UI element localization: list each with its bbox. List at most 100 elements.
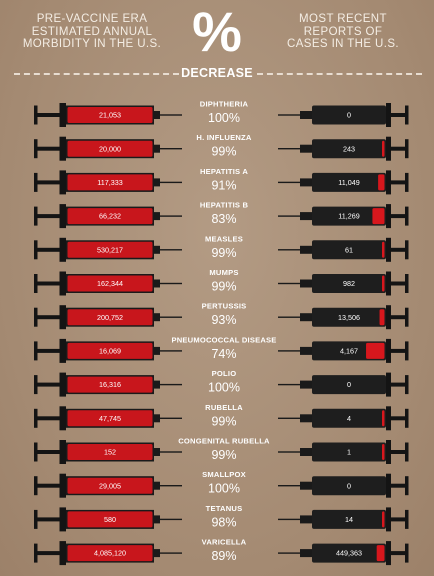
plunger-rod — [37, 416, 60, 421]
plunger-thumb — [405, 375, 409, 395]
barrel-flange — [59, 170, 66, 195]
plunger-thumb — [405, 105, 409, 125]
plunger-rod — [37, 315, 60, 320]
disease-name: PNEUMOCOCCAL DISEASE — [171, 335, 276, 344]
plunger-rod — [37, 483, 60, 488]
plunger-thumb — [405, 476, 409, 496]
plunger-thumb — [405, 274, 409, 293]
disease-name: CONGENITAL RUBELLA — [178, 437, 270, 446]
decrease-percent: 74% — [211, 347, 236, 361]
disease-row: 580 TETANUS 98% 14 — [34, 504, 409, 532]
needle-hub — [154, 414, 160, 423]
needle — [160, 215, 182, 217]
disease-name: MUMPS — [209, 268, 238, 277]
pre-vaccine-value: 20,000 — [99, 144, 121, 153]
disease-row: 47,745 RUBELLA 99% 4 — [34, 403, 409, 431]
plunger-rod — [37, 450, 60, 454]
needle — [160, 350, 182, 352]
needle-hub — [300, 448, 312, 456]
plunger-rod — [391, 517, 405, 522]
barrel-fill — [378, 174, 385, 191]
needle-hub — [154, 549, 160, 558]
plunger-thumb — [34, 307, 38, 327]
barrel-fill — [67, 376, 153, 393]
barrel-shell — [312, 139, 386, 159]
needle-hub — [300, 178, 312, 187]
barrel-shell — [312, 274, 386, 293]
disease-row: 20,000 H. INFLUENZA 99% 243 — [34, 133, 409, 161]
plunger-rod — [391, 247, 405, 252]
barrel-fill — [67, 107, 153, 123]
recent-cases-value: 11,269 — [338, 212, 359, 221]
plunger-rod — [391, 416, 405, 421]
barrel-flange — [59, 305, 66, 330]
decrease-percent: 99% — [211, 414, 236, 428]
disease-name: HEPATITIS B — [200, 201, 249, 210]
barrel-flange — [59, 204, 66, 229]
barrel-shell — [312, 307, 386, 327]
barrel-fill — [67, 342, 153, 359]
barrel-flange — [386, 204, 391, 229]
needle — [278, 485, 300, 487]
plunger-thumb — [34, 375, 38, 395]
barrel-fill — [382, 140, 385, 157]
barrel-fill — [67, 444, 153, 460]
plunger-rod — [391, 281, 405, 286]
plunger-thumb — [34, 105, 38, 125]
disease-name: DIPHTHERIA — [200, 100, 249, 109]
needle — [160, 181, 182, 184]
barrel-flange — [59, 473, 66, 498]
plunger-thumb — [34, 543, 38, 563]
barrel-flange — [386, 372, 391, 397]
disease-row: 16,069 PNEUMOCOCCAL DISEASE 74% 4,167 — [34, 335, 409, 363]
disease-name: RUBELLA — [205, 403, 243, 412]
recent-cases-value: 11,049 — [338, 178, 359, 187]
plunger-rod — [391, 315, 405, 320]
needle-hub — [300, 380, 312, 389]
barrel-flange — [386, 271, 391, 296]
barrel-flange — [386, 473, 391, 498]
needle — [278, 350, 300, 352]
plunger-rod — [391, 146, 405, 151]
barrel-fill — [67, 545, 153, 562]
needle — [278, 114, 300, 116]
barrel-fill — [67, 511, 153, 528]
needle-hub — [154, 515, 160, 524]
needle — [160, 451, 182, 453]
needle-hub — [154, 346, 160, 355]
plunger-thumb — [405, 139, 409, 159]
recent-cases-value: 1 — [347, 448, 351, 457]
needle-hub — [300, 313, 312, 322]
plunger-rod — [391, 348, 405, 353]
needle-hub — [300, 414, 312, 423]
needle — [278, 316, 300, 318]
needle-hub — [154, 212, 160, 221]
needle-hub — [154, 313, 160, 322]
plunger-thumb — [34, 240, 38, 260]
barrel-fill — [382, 275, 385, 292]
barrel-fill — [67, 140, 153, 157]
pre-vaccine-value: 162,344 — [97, 279, 123, 288]
needle — [160, 518, 182, 521]
barrel-flange — [59, 237, 66, 262]
disease-row: 4,085,120 VARICELLA 89% 449,363 — [34, 538, 409, 566]
barrel-shell — [312, 509, 386, 529]
plunger-thumb — [405, 408, 409, 428]
barrel-fill — [67, 241, 153, 258]
needle-hub — [154, 380, 160, 389]
plunger-thumb — [34, 476, 38, 496]
plunger-rod — [391, 551, 405, 556]
needle-hub — [300, 346, 312, 355]
barrel-flange — [386, 541, 391, 566]
pre-vaccine-value: 200,752 — [97, 313, 123, 322]
plunger-rod — [391, 483, 405, 488]
decrease-percent: 100% — [208, 381, 240, 395]
decrease-percent: 91% — [211, 178, 236, 192]
barrel-shell — [312, 172, 386, 192]
barrel-fill — [67, 477, 153, 494]
plunger-thumb — [405, 341, 409, 361]
plunger-rod — [37, 146, 60, 151]
barrel-shell — [312, 543, 386, 563]
plunger-rod — [391, 214, 405, 219]
